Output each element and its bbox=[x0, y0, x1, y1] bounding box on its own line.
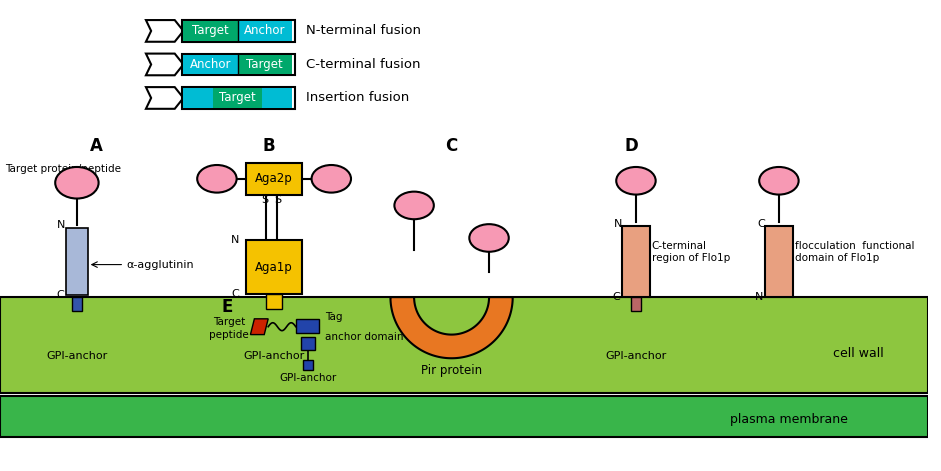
Text: plasma membrane: plasma membrane bbox=[729, 413, 848, 426]
Bar bbox=[183, 55, 238, 74]
Ellipse shape bbox=[56, 167, 99, 198]
Bar bbox=[238, 55, 292, 74]
Text: N: N bbox=[231, 235, 240, 245]
Text: A: A bbox=[90, 137, 104, 155]
Text: B: B bbox=[263, 137, 276, 155]
Text: N: N bbox=[755, 292, 763, 302]
Text: anchor domain: anchor domain bbox=[326, 332, 404, 341]
Polygon shape bbox=[391, 297, 513, 358]
Ellipse shape bbox=[616, 167, 656, 195]
Text: C-terminal fusion: C-terminal fusion bbox=[306, 58, 420, 71]
Bar bbox=[213, 88, 263, 108]
Ellipse shape bbox=[394, 192, 434, 219]
Polygon shape bbox=[146, 20, 183, 42]
Text: Anchor: Anchor bbox=[190, 58, 231, 71]
Text: N: N bbox=[614, 219, 622, 229]
Text: E: E bbox=[221, 298, 232, 316]
Text: Pir protein: Pir protein bbox=[421, 364, 482, 377]
Text: Target: Target bbox=[247, 58, 283, 71]
Bar bbox=[183, 21, 238, 41]
Text: Target
peptide: Target peptide bbox=[209, 317, 248, 340]
Text: C: C bbox=[231, 289, 240, 299]
Bar bbox=[301, 337, 314, 350]
Bar bbox=[0, 297, 928, 393]
Text: D: D bbox=[624, 137, 638, 155]
Bar bbox=[183, 87, 295, 109]
Polygon shape bbox=[250, 319, 268, 334]
Text: C: C bbox=[613, 292, 620, 302]
Bar bbox=[295, 319, 319, 333]
Bar bbox=[0, 396, 928, 437]
Bar bbox=[263, 88, 292, 108]
Bar bbox=[183, 54, 295, 75]
Text: N: N bbox=[56, 220, 65, 230]
Text: Tag: Tag bbox=[326, 312, 343, 322]
Text: S: S bbox=[275, 195, 281, 205]
Bar bbox=[631, 297, 641, 311]
Bar bbox=[183, 88, 213, 108]
Bar bbox=[303, 360, 312, 370]
Text: Anchor: Anchor bbox=[244, 24, 285, 37]
Text: S: S bbox=[262, 195, 269, 205]
Bar bbox=[247, 240, 302, 294]
Text: GPI-anchor: GPI-anchor bbox=[605, 351, 666, 361]
Text: Target protein/peptide: Target protein/peptide bbox=[5, 164, 121, 174]
Ellipse shape bbox=[198, 165, 236, 193]
Text: C: C bbox=[758, 219, 765, 229]
Text: Target: Target bbox=[219, 91, 256, 105]
Text: α-agglutinin: α-agglutinin bbox=[126, 260, 194, 269]
Text: C-terminal
region of Flo1p: C-terminal region of Flo1p bbox=[652, 241, 730, 262]
Polygon shape bbox=[146, 87, 183, 109]
Bar bbox=[183, 20, 295, 42]
Ellipse shape bbox=[470, 224, 509, 252]
Text: cell wall: cell wall bbox=[833, 347, 884, 360]
Bar bbox=[72, 297, 82, 311]
Bar bbox=[66, 228, 88, 295]
Bar bbox=[765, 226, 792, 297]
Text: Aga1p: Aga1p bbox=[255, 260, 293, 274]
Ellipse shape bbox=[311, 165, 351, 193]
Bar bbox=[247, 163, 302, 195]
Text: Insertion fusion: Insertion fusion bbox=[306, 91, 409, 105]
Text: Target: Target bbox=[192, 24, 229, 37]
Text: C: C bbox=[56, 290, 64, 300]
Text: C: C bbox=[445, 137, 457, 155]
Bar bbox=[266, 294, 282, 309]
Text: flocculation  functional
domain of Flo1p: flocculation functional domain of Flo1p bbox=[795, 241, 915, 262]
Text: GPI-anchor: GPI-anchor bbox=[244, 351, 305, 361]
Ellipse shape bbox=[759, 167, 799, 195]
Bar bbox=[238, 21, 292, 41]
Text: Aga2p: Aga2p bbox=[255, 172, 293, 185]
Polygon shape bbox=[146, 54, 183, 75]
Text: GPI-anchor: GPI-anchor bbox=[46, 351, 107, 361]
Text: GPI-anchor: GPI-anchor bbox=[279, 373, 336, 383]
Bar bbox=[622, 226, 649, 297]
Text: N-terminal fusion: N-terminal fusion bbox=[306, 24, 421, 37]
